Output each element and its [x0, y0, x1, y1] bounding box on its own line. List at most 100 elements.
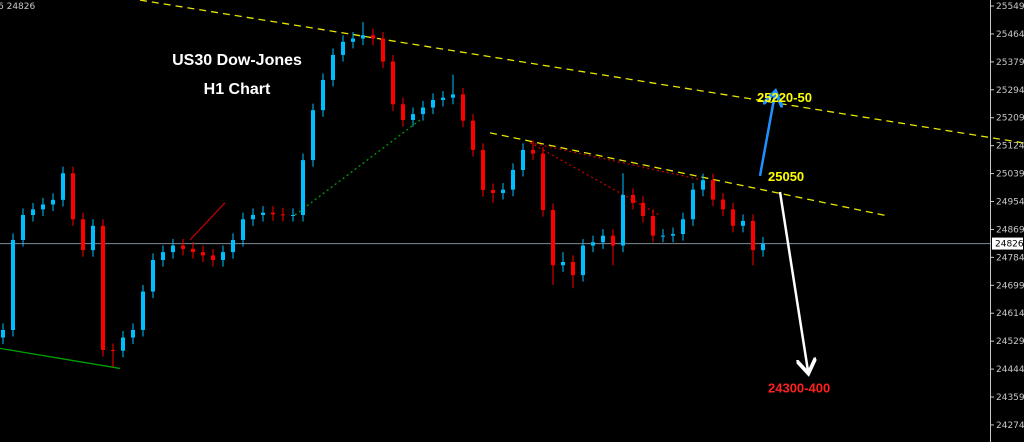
candle-body: [241, 219, 245, 240]
candle-body: [641, 202, 645, 216]
candle-body: [351, 38, 355, 42]
candle-body: [21, 214, 25, 240]
chart-title-line-2: H1 Chart: [204, 81, 271, 98]
candle-body: [581, 245, 585, 276]
candle-body: [591, 242, 595, 246]
green-dotted: [294, 119, 421, 216]
candle-body: [691, 189, 695, 220]
candle-body: [541, 153, 545, 211]
candle-body: [281, 214, 285, 216]
candle-body: [331, 54, 335, 80]
price-target-label: 25220-50: [757, 90, 812, 105]
y-tick-label: 24529: [996, 337, 1024, 347]
candle-body: [401, 104, 405, 121]
y-tick-label: 25124: [996, 142, 1024, 152]
y-tick-label: 24274: [996, 421, 1024, 431]
candle-body: [141, 291, 145, 330]
y-tick-label: 25209: [996, 114, 1024, 124]
red-dotted-2: [529, 142, 661, 216]
candle-body: [171, 245, 175, 253]
y-tick-label: 25379: [996, 58, 1024, 68]
candle-body: [201, 252, 205, 256]
candle-body: [531, 149, 535, 154]
y-tick-label: 24699: [996, 281, 1024, 291]
candle-body: [661, 235, 665, 237]
candle-body: [321, 79, 325, 111]
candle-body: [551, 210, 555, 266]
candle-body: [161, 252, 165, 260]
candle-body: [561, 261, 565, 266]
candle-body: [71, 173, 75, 220]
candle-body: [611, 235, 615, 246]
candle-body: [131, 329, 135, 338]
candle-body: [751, 220, 755, 251]
y-tick-label: 24359: [996, 393, 1024, 403]
y-tick-label: 25549: [996, 2, 1024, 12]
y-tick-label: 25464: [996, 30, 1024, 40]
up-arrow-icon: [758, 94, 775, 177]
candle-body: [411, 114, 415, 121]
candle-body: [741, 220, 745, 226]
candle-body: [11, 239, 15, 330]
candle-body: [211, 255, 215, 260]
candle-body: [651, 215, 655, 236]
candle-body: [501, 189, 505, 193]
candle-body: [31, 209, 35, 215]
y-tick-label: 24954: [996, 198, 1024, 208]
candle-body: [461, 94, 465, 121]
candle-body: [361, 35, 365, 39]
candle-body: [441, 97, 445, 100]
candle-body: [81, 219, 85, 251]
candle-body: [671, 234, 675, 236]
candle-body: [91, 225, 95, 251]
candle-body: [381, 38, 385, 62]
y-tick-label: 24784: [996, 253, 1024, 263]
y-tick-label: 24614: [996, 309, 1024, 319]
price-target-label: 25050: [768, 169, 804, 184]
candle-body: [711, 180, 715, 200]
candle-body: [571, 261, 575, 276]
candle-body: [261, 212, 265, 215]
candle-body: [51, 199, 55, 205]
candle-body: [731, 209, 735, 226]
candle-body: [121, 337, 125, 351]
candle-body: [191, 248, 195, 253]
upper-trendline: [139, 0, 1024, 144]
candle-body: [251, 214, 255, 220]
candle-body: [481, 149, 485, 191]
candle-body: [221, 252, 225, 260]
candle-body: [421, 107, 425, 115]
candle-body: [701, 180, 705, 190]
candle-body: [451, 94, 455, 98]
current-price-box: [992, 237, 1023, 250]
y-tick-label: 25039: [996, 170, 1024, 180]
y-tick-label: 24444: [996, 365, 1024, 375]
candle-body: [301, 160, 305, 215]
down-arrow-icon: [778, 191, 808, 371]
candle-body: [111, 350, 115, 352]
candle-body: [491, 190, 495, 193]
red-dotted-1: [529, 142, 701, 181]
candle-body: [311, 110, 315, 161]
candle-body: [291, 214, 295, 216]
price-target-label: 24300-400: [768, 380, 830, 395]
chart-title-line-1: US30 Dow-Jones: [172, 52, 302, 69]
candle-body: [601, 235, 605, 243]
candle-body: [761, 243, 765, 251]
candle-body: [41, 204, 45, 210]
candle-body: [151, 259, 155, 292]
lower-trendline: [489, 132, 889, 217]
candle-body: [721, 199, 725, 210]
green-line: [0, 347, 121, 370]
candle-body: [511, 169, 515, 190]
candle-body: [621, 194, 625, 246]
candle-body: [371, 35, 375, 39]
candle-body: [521, 149, 525, 170]
candle-body: [341, 41, 345, 55]
candle-body: [391, 61, 395, 105]
candle-body: [181, 245, 185, 249]
candle-body: [271, 212, 275, 215]
candle-body: [1, 329, 5, 338]
header-price-text: 6 24826: [0, 2, 35, 12]
